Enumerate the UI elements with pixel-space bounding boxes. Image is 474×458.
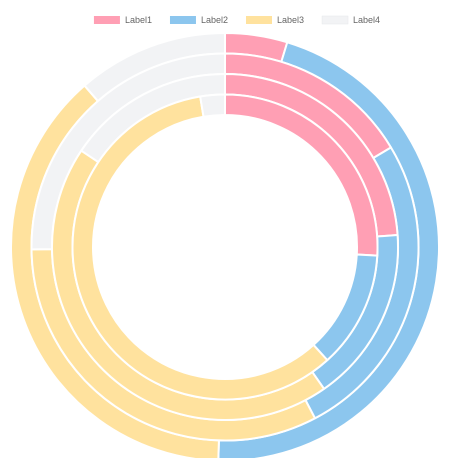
- rings: [10, 32, 440, 458]
- legend-label: Label1: [125, 15, 152, 25]
- legend-item-label1[interactable]: Label1: [93, 15, 152, 25]
- legend-swatch: [321, 15, 349, 25]
- ring-2: [30, 52, 420, 442]
- legend-item-label2[interactable]: Label2: [169, 15, 228, 25]
- legend-swatch: [246, 16, 272, 24]
- ring-3: [51, 73, 399, 421]
- legend-item-label3[interactable]: Label3: [246, 15, 304, 25]
- legend-item-label4[interactable]: Label4: [321, 15, 380, 25]
- slice-ring4-label4[interactable]: [199, 93, 226, 118]
- legend-label: Label2: [201, 15, 228, 25]
- legend: Label1 Label2 Label3 Label4: [93, 15, 380, 25]
- ring-4: [71, 93, 379, 401]
- legend-label: Label4: [353, 15, 380, 25]
- legend-label: Label3: [277, 15, 304, 25]
- legend-swatch: [169, 16, 196, 24]
- legend-swatch: [93, 16, 120, 24]
